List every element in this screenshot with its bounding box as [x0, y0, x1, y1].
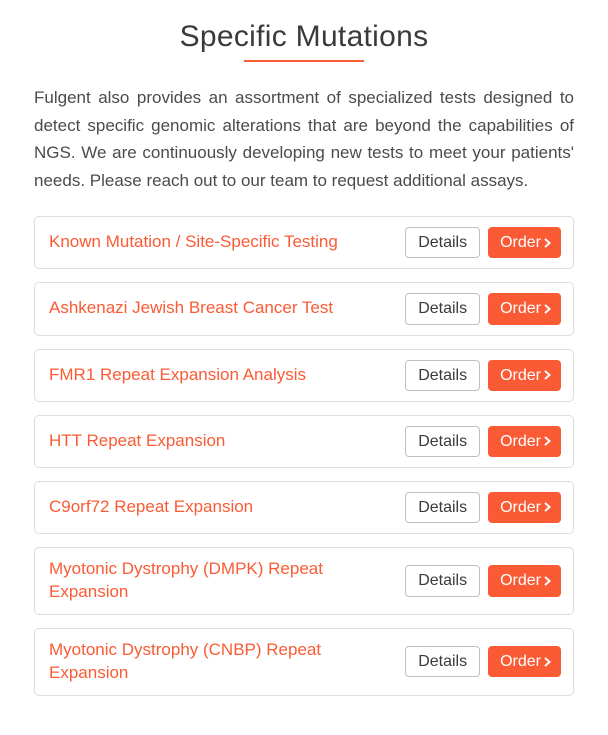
caret-right-icon — [544, 370, 551, 380]
order-button[interactable]: Order — [488, 426, 561, 457]
caret-right-icon — [544, 576, 551, 586]
details-button[interactable]: Details — [405, 492, 480, 523]
order-button[interactable]: Order — [488, 565, 561, 596]
test-card: Known Mutation / Site-Specific Testing D… — [34, 216, 574, 269]
details-button[interactable]: Details — [405, 227, 480, 258]
test-actions: Details Order — [405, 293, 561, 324]
order-button[interactable]: Order — [488, 293, 561, 324]
order-button-label: Order — [500, 652, 541, 671]
test-name-link[interactable]: C9orf72 Repeat Expansion — [49, 496, 395, 519]
order-button-label: Order — [500, 299, 541, 318]
test-name-link[interactable]: FMR1 Repeat Expansion Analysis — [49, 364, 395, 387]
test-card: C9orf72 Repeat Expansion Details Order — [34, 481, 574, 534]
caret-right-icon — [544, 436, 551, 446]
test-actions: Details Order — [405, 646, 561, 677]
test-actions: Details Order — [405, 426, 561, 457]
order-button-label: Order — [500, 571, 541, 590]
test-actions: Details Order — [405, 492, 561, 523]
details-button[interactable]: Details — [405, 565, 480, 596]
test-name-link[interactable]: Known Mutation / Site-Specific Testing — [49, 231, 395, 254]
test-actions: Details Order — [405, 565, 561, 596]
order-button-label: Order — [500, 366, 541, 385]
test-name-link[interactable]: Myotonic Dystrophy (DMPK) Repeat Expansi… — [49, 558, 395, 604]
order-button-label: Order — [500, 233, 541, 252]
test-list: Known Mutation / Site-Specific Testing D… — [34, 216, 574, 696]
test-actions: Details Order — [405, 227, 561, 258]
heading-underline — [244, 60, 364, 62]
caret-right-icon — [544, 502, 551, 512]
test-name-link[interactable]: HTT Repeat Expansion — [49, 430, 395, 453]
caret-right-icon — [544, 304, 551, 314]
caret-right-icon — [544, 238, 551, 248]
order-button-label: Order — [500, 432, 541, 451]
order-button[interactable]: Order — [488, 492, 561, 523]
details-button[interactable]: Details — [405, 293, 480, 324]
order-button[interactable]: Order — [488, 360, 561, 391]
details-button[interactable]: Details — [405, 360, 480, 391]
order-button[interactable]: Order — [488, 646, 561, 677]
order-button-label: Order — [500, 498, 541, 517]
order-button[interactable]: Order — [488, 227, 561, 258]
caret-right-icon — [544, 657, 551, 667]
test-card: Myotonic Dystrophy (DMPK) Repeat Expansi… — [34, 547, 574, 615]
test-name-link[interactable]: Myotonic Dystrophy (CNBP) Repeat Expansi… — [49, 639, 395, 685]
page-container: Specific Mutations Fulgent also provides… — [0, 0, 608, 726]
test-actions: Details Order — [405, 360, 561, 391]
details-button[interactable]: Details — [405, 426, 480, 457]
test-card: Ashkenazi Jewish Breast Cancer Test Deta… — [34, 282, 574, 335]
test-card: FMR1 Repeat Expansion Analysis Details O… — [34, 349, 574, 402]
test-name-link[interactable]: Ashkenazi Jewish Breast Cancer Test — [49, 297, 395, 320]
test-card: HTT Repeat Expansion Details Order — [34, 415, 574, 468]
page-heading: Specific Mutations — [34, 20, 574, 54]
intro-paragraph: Fulgent also provides an assortment of s… — [34, 84, 574, 194]
details-button[interactable]: Details — [405, 646, 480, 677]
test-card: Myotonic Dystrophy (CNBP) Repeat Expansi… — [34, 628, 574, 696]
